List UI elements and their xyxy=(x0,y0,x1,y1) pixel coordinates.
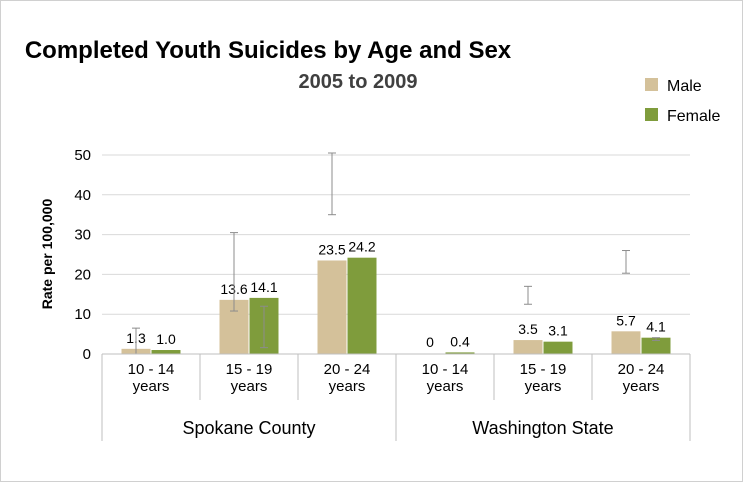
group-label: Washington State xyxy=(472,418,613,438)
data-label: 5.7 xyxy=(616,312,636,328)
legend-swatch xyxy=(645,108,658,121)
bar-female xyxy=(151,350,181,354)
x-category-label-line: 10 - 14 xyxy=(128,361,175,378)
data-label: 14.1 xyxy=(250,279,277,295)
legend-label: Female xyxy=(667,108,720,125)
y-tick-label: 50 xyxy=(74,147,91,164)
x-category-label: 10 - 14 years xyxy=(128,361,175,395)
x-category-label-line: years xyxy=(525,378,562,395)
y-tick-label: 40 xyxy=(74,187,91,204)
x-category-label-line: years xyxy=(623,378,660,395)
bar-female xyxy=(347,257,377,354)
data-label: 3.1 xyxy=(548,323,568,339)
y-axis-label: Rate per 100,000 xyxy=(39,199,55,310)
group-label: Spokane County xyxy=(182,418,315,438)
y-tick-label: 20 xyxy=(74,266,91,283)
x-category-label-line: 15 - 19 xyxy=(520,361,567,378)
x-category-label: 20 - 24 years xyxy=(618,361,665,395)
x-category-label-line: years xyxy=(231,378,268,395)
bar-male xyxy=(611,331,641,354)
bar-group: 1.313.623.503.55.71.014.124.20.43.1 4.1 xyxy=(121,152,671,355)
x-category-label-line: 20 - 24 xyxy=(618,361,665,378)
legend: Male Female xyxy=(645,78,720,125)
x-category-label-line: 20 - 24 xyxy=(324,361,371,378)
data-label: 23.5 xyxy=(318,241,345,257)
x-category-label-line: years xyxy=(133,378,170,395)
y-tick-label: 30 xyxy=(74,227,91,244)
data-label: 1.0 xyxy=(156,331,176,347)
bar-female xyxy=(543,341,573,354)
x-category-label-line: 15 - 19 xyxy=(226,361,273,378)
bar-female xyxy=(445,352,475,354)
chart-subtitle: 2005 to 2009 xyxy=(299,71,418,93)
x-category-label-line: years xyxy=(427,378,464,395)
x-category-label: 10 - 14 years xyxy=(422,361,469,395)
gridlines xyxy=(102,154,690,315)
x-category-label: 15 - 19 years xyxy=(226,361,273,395)
legend-swatch xyxy=(645,78,658,91)
x-category-label: 15 - 19 years xyxy=(520,361,567,395)
y-tick-label: 10 xyxy=(74,306,91,323)
bar-male xyxy=(317,260,347,354)
chart-title: Completed Youth Suicides by Age and Sex xyxy=(25,37,512,64)
legend-label: Male xyxy=(667,78,702,95)
data-label: 4.1 xyxy=(646,319,666,335)
data-label: 0 xyxy=(426,334,434,350)
data-label: 0.4 xyxy=(450,333,470,349)
x-category-label-line: 10 - 14 xyxy=(422,361,469,378)
data-label: 24.2 xyxy=(348,239,375,255)
x-category-label-line: years xyxy=(329,378,366,395)
x-category-label: 20 - 24 years xyxy=(324,361,371,395)
y-tick-label: 0 xyxy=(83,346,91,363)
bar-male xyxy=(513,340,543,354)
bar-female xyxy=(641,337,671,354)
data-label: 3.5 xyxy=(518,321,538,337)
